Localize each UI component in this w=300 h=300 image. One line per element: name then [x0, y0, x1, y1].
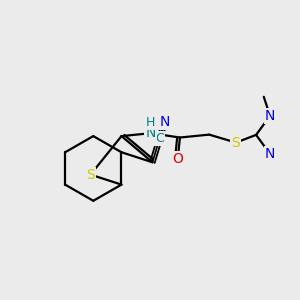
Text: N: N: [146, 126, 156, 140]
Text: H: H: [146, 116, 155, 129]
Text: C: C: [155, 132, 164, 145]
Text: S: S: [86, 168, 95, 182]
Text: N: N: [265, 109, 275, 123]
Text: S: S: [232, 136, 240, 150]
Text: O: O: [172, 152, 183, 166]
Text: N: N: [159, 115, 170, 129]
Text: N: N: [265, 147, 275, 161]
